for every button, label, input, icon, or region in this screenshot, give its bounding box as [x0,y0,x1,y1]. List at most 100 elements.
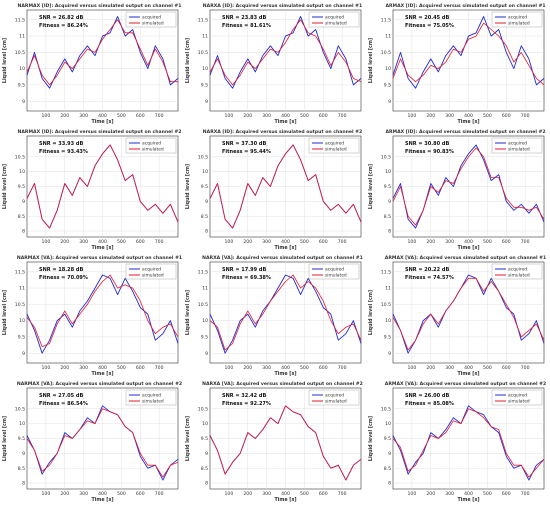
x-tick-label: 500 [300,491,309,497]
x-tick-label: 700 [338,365,347,371]
x-tick-label: 400 [98,113,107,119]
x-tick-label: 100 [41,113,50,119]
y-tick-label: 9 [22,199,25,205]
x-tick-label: 400 [464,239,473,245]
chart-svg: ARMAX [VA]: Acquired versus simulated ou… [368,255,546,377]
y-tick-label: 8 [205,481,208,487]
chart-title: NARMAX [VA]: Acquired versus simulated o… [17,381,182,387]
x-tick-label: 600 [502,239,511,245]
legend-label-simulated: simulated [325,21,347,27]
legend-label-acquired: acquired [325,267,344,273]
y-axis-label: Liquid level [cm] [2,290,8,335]
chart-svg: ARMAX [ID]: Acquired versus simulated ou… [368,129,546,251]
x-tick-label: 300 [445,365,454,371]
y-tick-label: 10 [385,169,391,175]
chart-panel: NARMAX [ID]: Acquired versus simulated o… [0,126,183,251]
y-tick-label: 9.5 [201,436,208,442]
x-tick-label: 500 [117,365,126,371]
y-tick-label: 9 [388,199,391,205]
series-line-simulated [392,22,545,86]
x-tick-label: 400 [98,365,107,371]
x-tick-label: 400 [98,239,107,245]
fitness-label: Fitness = 95.44% [222,149,271,155]
y-axis-label: Liquid level [cm] [185,164,191,209]
legend-label-acquired: acquired [142,267,161,273]
legend-label-simulated: simulated [325,147,347,153]
y-tick-label: 8.5 [18,466,25,472]
x-tick-label: 600 [319,113,328,119]
series-line-simulated [26,408,179,478]
x-tick-label: 600 [502,365,511,371]
chart-svg: NARXA [VA]: Acquired versus simulated ou… [185,255,363,377]
y-tick-label: 10.5 [381,50,391,56]
x-axis-label: Time [s] [274,119,296,125]
y-tick-label: 8.5 [384,466,391,472]
y-tick-label: 9 [388,99,391,105]
fitness-label: Fitness = 85.08% [405,401,454,407]
series-line-simulated [209,274,362,351]
x-tick-label: 400 [464,365,473,371]
snr-label: SNR = 17.99 dB [222,267,266,273]
x-tick-label: 200 [243,365,252,371]
chart-svg: NARMAX [ID]: Acquired versus simulated o… [2,3,181,125]
y-tick-label: 9.5 [201,335,208,341]
y-tick-label: 11.5 [15,17,25,23]
snr-label: SNR = 26.00 dB [405,393,449,399]
fitness-label: Fitness = 86.54% [39,401,88,407]
y-axis-label: Liquid level [cm] [368,38,374,83]
y-tick-label: 10.5 [15,406,25,412]
y-tick-label: 9 [22,351,25,357]
fitness-label: Fitness = 86.24% [39,23,88,29]
y-tick-label: 10 [202,421,208,427]
x-tick-label: 500 [117,113,126,119]
y-tick-label: 10.5 [198,406,208,412]
x-tick-label: 500 [300,113,309,119]
chart-svg: ARMAX [ID]: Acquired versus simulated ou… [368,3,546,125]
snr-label: SNR = 27.05 dB [39,393,83,399]
x-tick-label: 300 [262,365,271,371]
series-line-acquired [392,144,545,229]
chart-title: ARMAX [ID]: Acquired versus simulated ou… [385,129,545,135]
x-tick-label: 600 [136,239,145,245]
x-tick-label: 700 [338,239,347,245]
x-tick-label: 300 [445,491,454,497]
y-tick-label: 8.5 [384,214,391,220]
x-tick-label: 100 [407,365,416,371]
chart-title: NARXA [ID]: Acquired versus simulated ou… [203,129,362,135]
x-tick-label: 600 [502,113,511,119]
chart-panel: NARMAX [ID]: Acquired versus simulated o… [0,0,183,125]
legend-label-simulated: simulated [142,399,164,405]
chart-svg: NARXA [ID]: Acquired versus simulated ou… [185,3,362,125]
x-tick-label: 700 [155,491,164,497]
x-tick-label: 300 [79,239,88,245]
x-tick-label: 300 [445,113,454,119]
x-axis-label: Time [s] [91,497,113,503]
x-tick-label: 100 [407,239,416,245]
legend-label-acquired: acquired [325,141,344,147]
chart-panel: NARXA [VA]: Acquired versus simulated ou… [183,252,366,377]
y-tick-label: 11 [19,34,25,40]
y-tick-label: 10.5 [381,406,391,412]
y-tick-label: 10.5 [198,154,208,160]
x-tick-label: 300 [262,239,271,245]
y-tick-label: 10 [19,318,25,324]
legend-label-simulated: simulated [508,273,530,279]
y-tick-label: 8.5 [201,466,208,472]
x-tick-label: 200 [426,113,435,119]
x-tick-label: 400 [281,239,290,245]
series-line-simulated [26,274,179,348]
y-tick-label: 9 [388,451,391,457]
series-line-acquired [392,405,545,481]
y-tick-label: 11 [202,34,208,40]
legend-label-simulated: simulated [142,21,164,27]
y-tick-label: 8.5 [201,214,208,220]
x-tick-label: 700 [521,239,530,245]
y-tick-label: 11 [385,34,391,40]
x-tick-label: 100 [41,491,50,497]
legend-label-acquired: acquired [325,393,344,399]
chart-title: NARXA [VA]: Acquired versus simulated ou… [202,255,363,261]
legend-label-acquired: acquired [508,15,527,21]
x-axis-label: Time [s] [274,497,296,503]
y-tick-label: 9.5 [18,436,25,442]
